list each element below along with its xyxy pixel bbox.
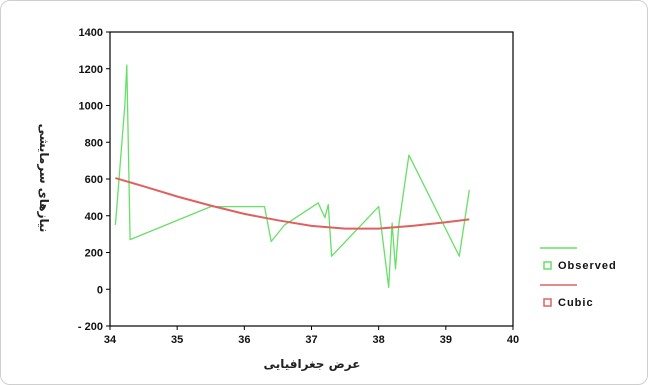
- y-tick-label: 200: [85, 248, 103, 260]
- y-axis-title: نیازهای سرمایشی: [37, 124, 51, 233]
- y-tick-label: 600: [85, 174, 103, 186]
- y-tick-label: 800: [85, 137, 103, 149]
- legend-label: Cubic: [558, 297, 594, 309]
- y-tick-label: 1200: [79, 64, 103, 76]
- legend: Observed Cubic: [540, 247, 617, 309]
- y-tick-label: 0: [97, 284, 103, 296]
- y-tick-label: 400: [85, 211, 103, 223]
- legend-marker: [543, 298, 552, 307]
- legend-marker: [543, 261, 552, 270]
- legend-label: Observed: [558, 260, 617, 272]
- x-tick-label: 36: [238, 334, 250, 346]
- y-tick-label: 1000: [79, 101, 103, 113]
- series-layer: [114, 64, 470, 289]
- y-tick-label: 1400: [79, 27, 103, 39]
- x-tick-label: 38: [373, 334, 385, 346]
- series-line-cubic: [115, 177, 470, 230]
- x-tick-label: 34: [104, 334, 117, 346]
- y-axis: - 200 0 200 400 600 800 1000 1200 1400: [78, 27, 110, 333]
- x-tick-label: 39: [440, 334, 452, 346]
- y-tick-label: - 200: [78, 321, 103, 333]
- x-tick-label: 40: [507, 334, 519, 346]
- x-axis-title: عرض جغرافیایی: [264, 357, 361, 371]
- x-tick-label: 37: [305, 334, 317, 346]
- plot-area: [109, 31, 514, 327]
- x-axis: 34 35 36 37 38 39 40: [104, 326, 519, 346]
- x-tick-label: 35: [171, 334, 183, 346]
- series-line-observed: [114, 64, 470, 289]
